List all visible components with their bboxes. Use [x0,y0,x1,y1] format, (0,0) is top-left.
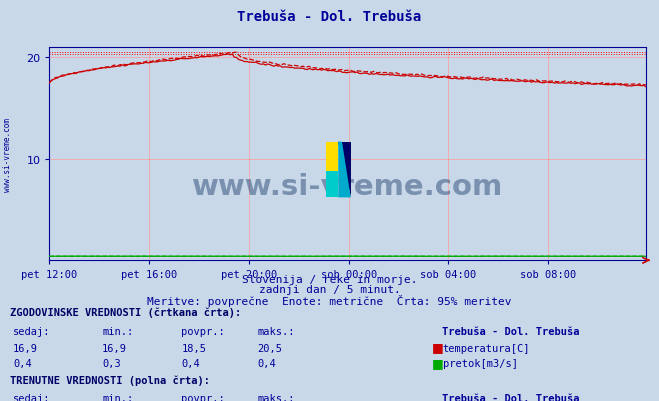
Text: 16,9: 16,9 [102,343,127,353]
Text: temperatura[C]: temperatura[C] [443,343,530,353]
Text: sedaj:: sedaj: [13,393,51,401]
Text: min.:: min.: [102,326,133,336]
Text: maks.:: maks.: [257,393,295,401]
Text: Slovenija / reke in morje.: Slovenija / reke in morje. [242,275,417,285]
Text: ■: ■ [432,356,444,369]
Text: TRENUTNE VREDNOSTI (polna črta):: TRENUTNE VREDNOSTI (polna črta): [10,374,210,385]
Text: 20,5: 20,5 [257,343,282,353]
Text: Trebuša - Dol. Trebuša: Trebuša - Dol. Trebuša [237,10,422,24]
Polygon shape [338,142,351,198]
Bar [326,142,338,171]
Text: ZGODOVINSKE VREDNOSTI (črtkana črta):: ZGODOVINSKE VREDNOSTI (črtkana črta): [10,307,241,317]
Text: maks.:: maks.: [257,326,295,336]
Text: ■: ■ [432,340,444,353]
Text: 0,3: 0,3 [102,358,121,368]
Text: www.si-vreme.com: www.si-vreme.com [3,117,12,191]
Text: povpr.:: povpr.: [181,326,225,336]
Text: povpr.:: povpr.: [181,393,225,401]
Text: pretok[m3/s]: pretok[m3/s] [443,358,518,368]
Text: Trebuša - Dol. Trebuša: Trebuša - Dol. Trebuša [442,326,579,336]
Text: Meritve: povprečne  Enote: metrične  Črta: 95% meritev: Meritve: povprečne Enote: metrične Črta:… [147,295,512,307]
Text: sedaj:: sedaj: [13,326,51,336]
Text: 16,9: 16,9 [13,343,38,353]
Text: www.si-vreme.com: www.si-vreme.com [192,172,503,200]
Text: 0,4: 0,4 [13,358,32,368]
Text: min.:: min.: [102,393,133,401]
Text: 18,5: 18,5 [181,343,206,353]
Text: Trebuša - Dol. Trebuša: Trebuša - Dol. Trebuša [442,393,579,401]
Bar [326,171,338,198]
Polygon shape [338,142,351,198]
Text: 0,4: 0,4 [257,358,275,368]
Text: 0,4: 0,4 [181,358,200,368]
Text: zadnji dan / 5 minut.: zadnji dan / 5 minut. [258,285,401,295]
